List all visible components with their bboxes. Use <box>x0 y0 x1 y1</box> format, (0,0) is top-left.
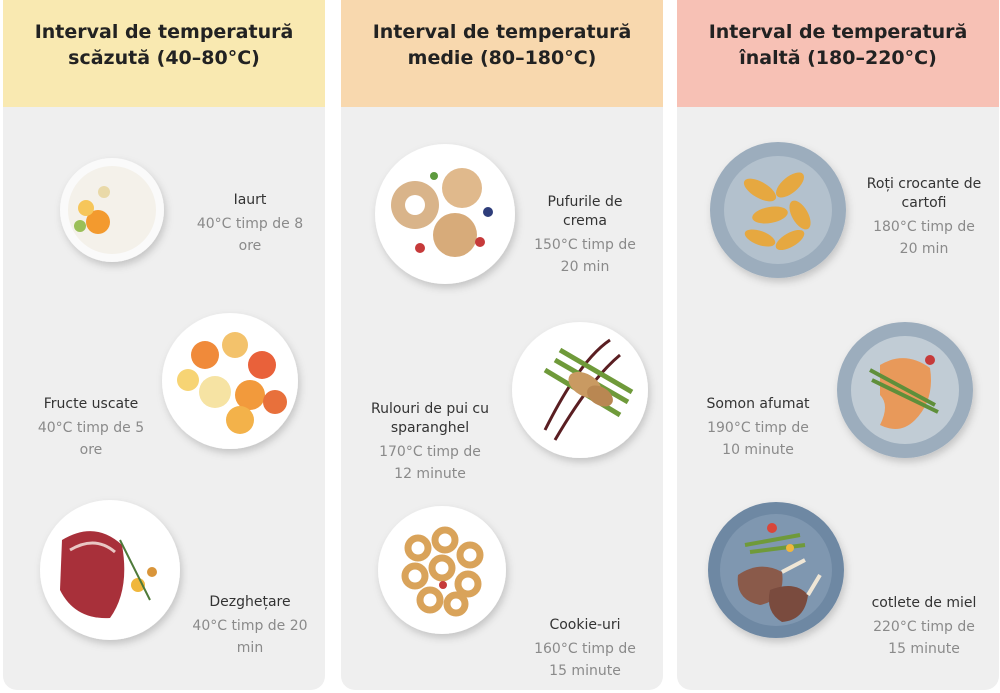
food-name: Rulouri de pui cu sparanghel <box>370 401 489 436</box>
yogurt-plate <box>60 158 164 262</box>
column-header: Interval de temperatură scăzută (40–80°C… <box>3 0 325 107</box>
food-name: Roți crocante de cartofi <box>866 176 982 211</box>
food-detail: 220°C timp de 15 minute <box>873 619 975 657</box>
chicken-roll-plate <box>512 322 648 458</box>
food-detail: 40°C timp de 5 ore <box>37 420 145 458</box>
food-detail: 180°C timp de 20 min <box>873 219 975 257</box>
steak-plate <box>40 500 180 640</box>
food-item: Dezghețare 40°C timp de 20 min <box>188 593 312 659</box>
cream-puff-plate <box>375 144 515 284</box>
lamb-plate <box>708 502 844 638</box>
food-item: Rulouri de pui cu sparanghel 170°C timp … <box>368 400 492 485</box>
column-title: Interval de temperatură scăzută (40–80°C… <box>34 20 294 69</box>
food-name: Fructe uscate <box>43 396 139 412</box>
food-item: Roți crocante de cartofi 180°C timp de 2… <box>862 175 986 260</box>
food-name: Pufurile de crema <box>547 194 623 229</box>
food-detail: 40°C timp de 8 ore <box>196 216 304 254</box>
potato-plate <box>710 142 846 278</box>
column-title: Interval de temperatură medie (80–180°C) <box>372 20 632 69</box>
food-detail: 40°C timp de 20 min <box>192 618 308 656</box>
column-header: Interval de temperatură medie (80–180°C) <box>341 0 663 107</box>
salmon-plate <box>837 322 973 458</box>
food-name: cotlete de miel <box>871 595 977 611</box>
food-item: Fructe uscate 40°C timp de 5 ore <box>29 395 153 461</box>
food-item: Cookie-uri 160°C timp de 15 minute <box>523 616 647 682</box>
column-header: Interval de temperatură înaltă (180–220°… <box>677 0 999 107</box>
food-name: Dezghețare <box>209 594 291 610</box>
food-detail: 170°C timp de 12 minute <box>379 444 481 482</box>
food-item: Pufurile de crema 150°C timp de 20 min <box>523 193 647 278</box>
food-item: cotlete de miel 220°C timp de 15 minute <box>862 594 986 660</box>
column-title: Interval de temperatură înaltă (180–220°… <box>708 20 968 69</box>
food-detail: 160°C timp de 15 minute <box>534 641 636 679</box>
dried-fruit-plate <box>162 313 298 449</box>
food-detail: 190°C timp de 10 minute <box>707 420 809 458</box>
food-item: Iaurt 40°C timp de 8 ore <box>188 191 312 257</box>
food-name: Cookie-uri <box>549 617 621 633</box>
food-name: Iaurt <box>233 192 267 208</box>
cookie-plate <box>378 506 506 634</box>
food-name: Somon afumat <box>706 396 810 412</box>
food-detail: 150°C timp de 20 min <box>534 237 636 275</box>
food-item: Somon afumat 190°C timp de 10 minute <box>696 395 820 461</box>
